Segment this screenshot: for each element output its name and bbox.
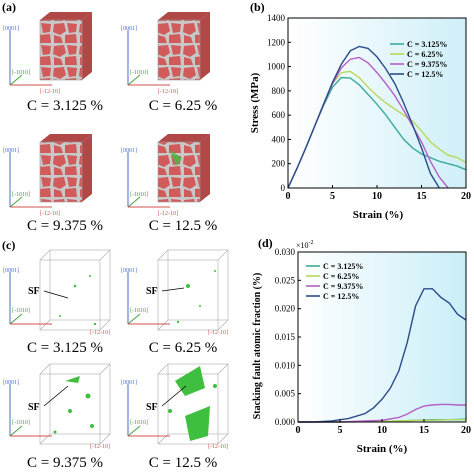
- axis-z-label: [0001]: [3, 148, 19, 154]
- scale-note: ×10-2: [296, 240, 314, 250]
- legend-label-2: C = 6.25%: [323, 272, 359, 281]
- axis-y-label: [-1010]: [12, 308, 30, 314]
- x-tick-label: 20: [461, 191, 471, 202]
- grain-box-1: [39, 12, 92, 81]
- axis-z-label: [0001]: [121, 148, 137, 154]
- axis-triad-a3: [9, 152, 52, 208]
- y-tick-label: 0.015: [275, 332, 296, 342]
- y-tick-label: 1000: [267, 62, 286, 72]
- axis-triad-a1: [9, 30, 52, 86]
- y-tick-label: 200: [272, 159, 286, 169]
- axis-x-label: [-12-10]: [90, 444, 110, 450]
- y-axis-label: Stress (MPa): [250, 72, 261, 133]
- axis-x-label: [-12-10]: [208, 330, 228, 336]
- panel-label-b: (b): [250, 0, 265, 14]
- y-tick-label: 0.000: [275, 417, 296, 427]
- x-tick-label: 15: [419, 425, 429, 436]
- y-axis-label: Stacking fault atomic fraction (%): [252, 273, 263, 420]
- axis-x-label: [-12-10]: [40, 211, 60, 217]
- x-axis-label: Strain (%): [357, 443, 408, 455]
- panel-label-c: (c): [2, 238, 16, 252]
- axis-z-label: [0001]: [3, 26, 19, 32]
- axis-triad-a4: [127, 152, 170, 208]
- grain-box-3: [39, 134, 92, 203]
- axis-z-label: [0001]: [3, 380, 19, 386]
- axis-x-label: [-12-10]: [208, 444, 228, 450]
- plot-area: [298, 252, 466, 422]
- series-line-4: [287, 45, 440, 189]
- caption-c4: C = 12.5 %: [148, 455, 218, 471]
- y-tick-label: 1200: [267, 37, 286, 47]
- stress-strain-chart: 0 200 400 600 800 1000 1200 1400 0 5 10 15 20 C = 3…: [250, 13, 471, 221]
- stacking-fault-chart: 0.000 0.005 0.010 0.015 0.020 0.025 0.030 0 5 10…: [252, 240, 471, 455]
- caption-a4: C = 12.5 %: [148, 218, 218, 234]
- x-tick-label: 5: [330, 191, 335, 202]
- y-tick-label: 0: [281, 183, 286, 193]
- x-tick-label: 5: [338, 425, 343, 436]
- legend-label-1: C = 3.125%: [323, 262, 363, 271]
- y-tick-label: 0.030: [275, 247, 296, 257]
- x-tick-label: 0: [286, 191, 291, 202]
- legend-label-4: C = 12.5%: [323, 292, 359, 301]
- axis-z-label: [0001]: [121, 268, 137, 274]
- y-tick-label: 400: [272, 134, 286, 144]
- panel-a-figure: [0001] [-1010] [-12-10] [0001] [-1010] […: [3, 12, 210, 217]
- caption-c3: C = 9.375 %: [27, 455, 103, 471]
- sf-label-4: SF: [146, 402, 158, 413]
- axis-x-label: [-12-10]: [158, 89, 178, 95]
- axis-triad-a2: [127, 30, 170, 86]
- legend-label-3: C = 9.375%: [323, 282, 363, 291]
- y-tick-label: 0.020: [275, 304, 296, 314]
- sf-label-2: SF: [146, 286, 158, 297]
- legend-label-2: C = 6.25%: [407, 50, 443, 59]
- axis-z-label: [0001]: [121, 380, 137, 386]
- y-tick-label: 1400: [267, 13, 286, 23]
- x-tick-label: 10: [377, 425, 387, 436]
- sf-label-1: SF: [28, 286, 40, 297]
- y-tick-label: 0.025: [275, 275, 296, 285]
- axis-y-label: [-1010]: [12, 70, 30, 76]
- series-line-4: [298, 288, 467, 423]
- wire-box-1: [39, 249, 111, 331]
- caption-a1: C = 3.125 %: [27, 98, 103, 114]
- grain-box-4: [157, 134, 210, 203]
- x-tick-label: 20: [461, 425, 471, 436]
- axis-y-label: [-1010]: [130, 420, 148, 426]
- y-tick-label: 0.005: [275, 389, 296, 399]
- panel-label-a: (a): [2, 0, 16, 14]
- axis-y-label: [-1010]: [12, 420, 30, 426]
- legend-label-1: C = 3.125%: [407, 40, 447, 49]
- x-axis-label: Strain (%): [353, 209, 404, 221]
- wire-box-2: [157, 249, 229, 331]
- axis-x-label: [-12-10]: [158, 211, 178, 217]
- axis-y-label: [-1010]: [130, 192, 148, 198]
- legend-label-4: C = 12.5%: [407, 70, 443, 79]
- sf-label-3: SF: [28, 402, 40, 413]
- panel-c-figure: SF SF SF SF [0001] [-1010] [-12-10] [000…: [3, 249, 229, 450]
- y-tick-label: 0.010: [275, 360, 296, 370]
- caption-a3: C = 9.375 %: [27, 218, 103, 234]
- axis-y-label: [-1010]: [130, 70, 148, 76]
- grain-box-2: [157, 12, 210, 81]
- axis-z-label: [0001]: [3, 268, 19, 274]
- x-tick-label: 15: [417, 191, 427, 202]
- axis-x-label: [-12-10]: [40, 89, 60, 95]
- series-line-3: [298, 403, 466, 423]
- legend-label-3: C = 9.375%: [407, 60, 447, 69]
- axis-z-label: [0001]: [121, 26, 137, 32]
- wire-box-3: [39, 363, 111, 445]
- panel-label-d: (d): [258, 236, 273, 250]
- caption-c1: C = 3.125 %: [27, 340, 103, 356]
- caption-a2: C = 6.25 %: [148, 98, 218, 114]
- x-tick-label: 0: [296, 425, 301, 436]
- axis-x-label: [-12-10]: [90, 330, 110, 336]
- y-tick-label: 600: [272, 110, 286, 120]
- y-tick-label: 800: [272, 86, 286, 96]
- axis-y-label: [-1010]: [12, 192, 30, 198]
- caption-c2: C = 6.25 %: [148, 340, 218, 356]
- x-tick-label: 10: [372, 191, 382, 202]
- axis-y-label: [-1010]: [130, 308, 148, 314]
